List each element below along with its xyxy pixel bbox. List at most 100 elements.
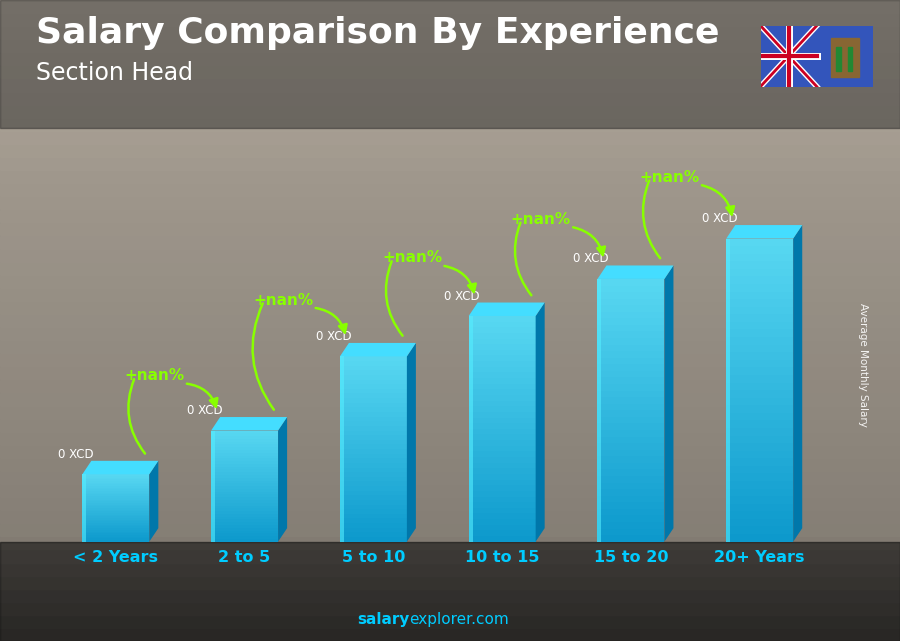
Bar <box>212 511 278 514</box>
Bar <box>598 397 664 404</box>
Text: +nan%: +nan% <box>253 292 313 308</box>
Bar <box>469 429 536 435</box>
Bar <box>0 0 900 13</box>
Text: +nan%: +nan% <box>382 251 442 265</box>
Bar <box>726 352 793 360</box>
Bar <box>726 360 793 367</box>
Bar <box>598 483 664 489</box>
Bar <box>0 458 900 471</box>
Polygon shape <box>340 343 416 356</box>
Bar <box>212 456 278 458</box>
Bar <box>598 443 664 450</box>
Polygon shape <box>469 303 544 316</box>
Bar <box>340 472 407 477</box>
Bar <box>82 504 149 506</box>
Bar <box>340 467 407 472</box>
Polygon shape <box>664 265 673 542</box>
Bar <box>817 26 873 87</box>
Bar <box>0 275 900 288</box>
Text: 0 XCD: 0 XCD <box>316 330 351 343</box>
Text: 0 XCD: 0 XCD <box>445 290 480 303</box>
Text: Average Monthly Salary: Average Monthly Salary <box>859 303 868 428</box>
Bar <box>469 497 536 502</box>
Bar <box>469 389 536 395</box>
Bar <box>0 563 900 576</box>
Bar <box>212 525 278 528</box>
Bar <box>82 485 149 486</box>
Bar <box>598 469 664 476</box>
Bar <box>0 65 900 78</box>
Bar <box>598 319 664 325</box>
Bar <box>0 497 900 510</box>
Bar <box>82 483 149 485</box>
Bar <box>212 450 278 453</box>
Bar <box>0 183 900 196</box>
Bar <box>0 301 900 314</box>
Bar <box>340 533 407 537</box>
Bar <box>726 337 793 345</box>
Bar <box>212 433 278 436</box>
Bar <box>82 478 149 479</box>
Bar <box>0 340 900 353</box>
Bar <box>469 316 536 322</box>
Bar <box>469 328 536 333</box>
Bar <box>340 523 407 528</box>
Bar <box>598 299 664 305</box>
Bar <box>212 522 278 525</box>
Bar <box>726 276 793 284</box>
Bar <box>469 525 536 530</box>
Bar <box>340 426 407 431</box>
Polygon shape <box>536 303 544 542</box>
Bar <box>0 314 900 327</box>
Bar <box>82 525 149 526</box>
Bar <box>469 378 536 384</box>
Bar <box>82 530 149 531</box>
Bar <box>0 445 900 458</box>
Bar <box>340 449 407 454</box>
Bar <box>212 539 278 542</box>
Bar <box>0 13 900 26</box>
Polygon shape <box>598 265 673 279</box>
Bar <box>82 540 149 542</box>
Polygon shape <box>149 461 158 542</box>
Bar <box>212 453 278 456</box>
Bar <box>726 322 793 329</box>
Bar <box>598 489 664 495</box>
Bar <box>82 533 149 535</box>
Bar <box>212 431 278 433</box>
Bar <box>598 463 664 469</box>
Text: salary: salary <box>357 612 410 627</box>
Bar <box>340 379 407 384</box>
Text: Salary Comparison By Experience: Salary Comparison By Experience <box>36 16 719 50</box>
Bar <box>340 365 407 370</box>
Bar <box>82 521 149 523</box>
Bar <box>0 542 900 641</box>
Bar <box>469 350 536 356</box>
Bar <box>598 417 664 424</box>
Bar <box>82 494 149 496</box>
Bar <box>82 499 149 501</box>
Bar <box>469 417 536 423</box>
Bar <box>82 537 149 538</box>
Bar <box>726 488 793 496</box>
Polygon shape <box>212 417 287 431</box>
Text: +nan%: +nan% <box>640 170 699 185</box>
Bar <box>340 384 407 389</box>
Bar <box>340 495 407 500</box>
Text: +nan%: +nan% <box>124 369 184 383</box>
Bar <box>469 502 536 508</box>
Bar <box>469 412 536 417</box>
Bar <box>0 0 900 128</box>
Text: Section Head: Section Head <box>36 61 193 85</box>
Bar <box>212 442 278 444</box>
Bar <box>212 514 278 517</box>
Bar <box>726 512 793 519</box>
Bar <box>340 486 407 491</box>
Bar <box>82 491 149 493</box>
Bar <box>469 519 536 525</box>
Bar <box>598 378 664 384</box>
Bar <box>726 314 793 322</box>
Bar <box>598 430 664 437</box>
Bar <box>469 440 536 445</box>
Bar <box>212 503 278 506</box>
